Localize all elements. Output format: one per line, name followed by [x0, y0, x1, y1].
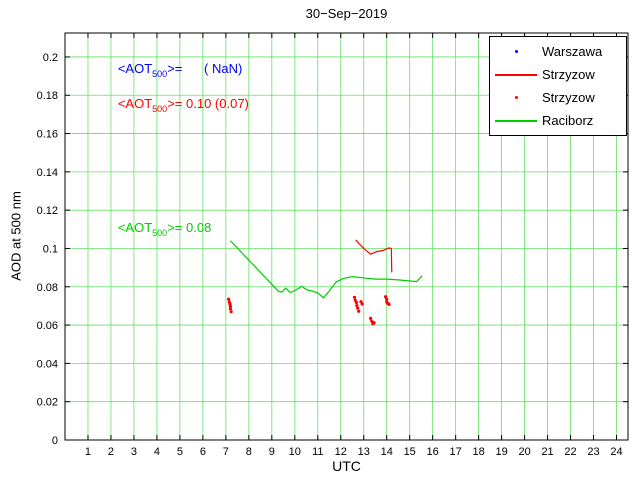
series-line-raciborz — [230, 240, 423, 299]
line-swatch — [495, 119, 537, 122]
annotation-value: 0.10 (0.07) — [182, 96, 249, 112]
series-point-strzyzow — [229, 310, 233, 314]
series-line-strzyzow — [355, 239, 393, 273]
green-line-marker-icon — [490, 119, 542, 122]
annotation-subscript: 500 — [152, 69, 168, 80]
blue-point-marker-icon — [490, 50, 542, 53]
y-tick-label: 0.06 — [37, 320, 58, 332]
y-tick-label: 0.2 — [43, 52, 58, 64]
y-tick-label: 0.08 — [37, 282, 58, 294]
y-tick-label: 0.14 — [37, 167, 58, 179]
x-tick-label: 12 — [335, 446, 347, 458]
x-axis-label: UTC — [332, 458, 361, 474]
y-axis-label: AOD at 500 nm — [8, 191, 24, 281]
legend-label: Strzyzow — [542, 90, 595, 105]
annotation-prefix: <AOT — [117, 96, 153, 112]
x-tick-label: 11 — [312, 446, 323, 458]
aot500-mean-annotation-raciborz: <AOT500>= 0.08 — [118, 221, 211, 239]
x-tick-label: 6 — [200, 446, 206, 458]
y-tick-label: 0.1 — [43, 243, 58, 255]
series-point-strzyzow — [372, 321, 376, 325]
x-tick-label: 7 — [223, 446, 229, 458]
x-tick-label: 16 — [427, 446, 439, 458]
series-point-strzyzow — [360, 302, 364, 306]
series-point-strzyzow — [369, 316, 373, 320]
axes-box — [64, 32, 629, 441]
series-point-strzyzow — [228, 304, 233, 308]
series-point-strzyzow — [228, 307, 233, 311]
series-point-strzyzow — [385, 297, 389, 301]
x-tick-label: 13 — [358, 446, 370, 458]
x-tick-label: 22 — [564, 446, 576, 458]
y-tick-label: 0.04 — [37, 358, 58, 370]
x-tick-label: 24 — [610, 446, 622, 458]
y-tick-label: 0.12 — [37, 205, 58, 217]
legend-item-strzyzow-points: Strzyzow — [490, 86, 626, 109]
x-tick-label: 4 — [154, 446, 160, 458]
legend-label: Strzyzow — [542, 67, 595, 82]
legend-label: Raciborz — [542, 113, 594, 128]
x-tick-label: 23 — [587, 446, 599, 458]
y-tick-label: 0 — [52, 435, 58, 447]
x-tick-label: 18 — [473, 446, 485, 458]
legend-item-warszawa: Warszawa — [490, 40, 626, 63]
series-point-strzyzow — [357, 309, 361, 313]
series-point-strzyzow — [383, 295, 388, 299]
y-tick-label: 0.18 — [37, 90, 58, 102]
x-tick-label: 9 — [269, 446, 275, 458]
legend-item-raciborz: Raciborz — [490, 109, 626, 132]
legend-item-strzyzow-line: Strzyzow — [490, 63, 626, 86]
point-swatch — [514, 50, 518, 53]
aot500-mean-annotation-strzyzow: <AOT500>= 0.10 (0.07) — [118, 96, 249, 114]
red-point-marker-icon — [490, 96, 542, 99]
series-point-strzyzow — [370, 319, 374, 323]
annotation-value: ( NaN) — [182, 61, 243, 77]
x-tick-label: 21 — [541, 446, 553, 458]
series-point-strzyzow — [354, 300, 358, 305]
x-tick-label: 17 — [450, 446, 462, 458]
legend: Warszawa Strzyzow Strzyzow Raciborz — [489, 36, 627, 136]
x-tick-label: 20 — [518, 446, 530, 458]
point-swatch — [514, 96, 518, 99]
red-line-marker-icon — [490, 73, 542, 76]
x-tick-label: 1 — [85, 446, 91, 458]
series-point-strzyzow — [227, 297, 231, 301]
series-point-strzyzow — [355, 303, 359, 308]
y-tick-label: 0.02 — [37, 397, 58, 409]
x-tick-label: 14 — [381, 446, 393, 458]
annotation-subscript: 500 — [152, 103, 168, 114]
annotation-value: 0.08 — [182, 220, 212, 236]
annotation-equals: >= — [167, 96, 183, 112]
x-tick-label: 10 — [289, 446, 301, 458]
series-point-strzyzow — [352, 295, 357, 299]
annotation-prefix: <AOT — [117, 61, 153, 77]
x-tick-label: 19 — [495, 446, 507, 458]
y-tick-label: 0.16 — [37, 129, 58, 141]
annotation-subscript: 500 — [152, 228, 168, 239]
x-tick-label: 3 — [131, 446, 137, 458]
line-swatch — [495, 73, 537, 76]
x-tick-label: 2 — [108, 446, 114, 458]
annotation-prefix: <AOT — [117, 220, 153, 236]
annotation-equals: >= — [167, 220, 183, 236]
aot500-mean-annotation-warszawa: <AOT500>= ( NaN) — [118, 62, 243, 80]
chart-title: 30−Sep−2019 — [305, 6, 388, 21]
legend-label: Warszawa — [542, 44, 603, 59]
x-tick-label: 5 — [177, 446, 183, 458]
x-tick-label: 8 — [246, 446, 252, 458]
x-tick-label: 15 — [404, 446, 416, 458]
series-point-strzyzow — [356, 306, 360, 310]
annotation-equals: >= — [167, 61, 183, 77]
series-point-strzyzow — [387, 302, 391, 306]
